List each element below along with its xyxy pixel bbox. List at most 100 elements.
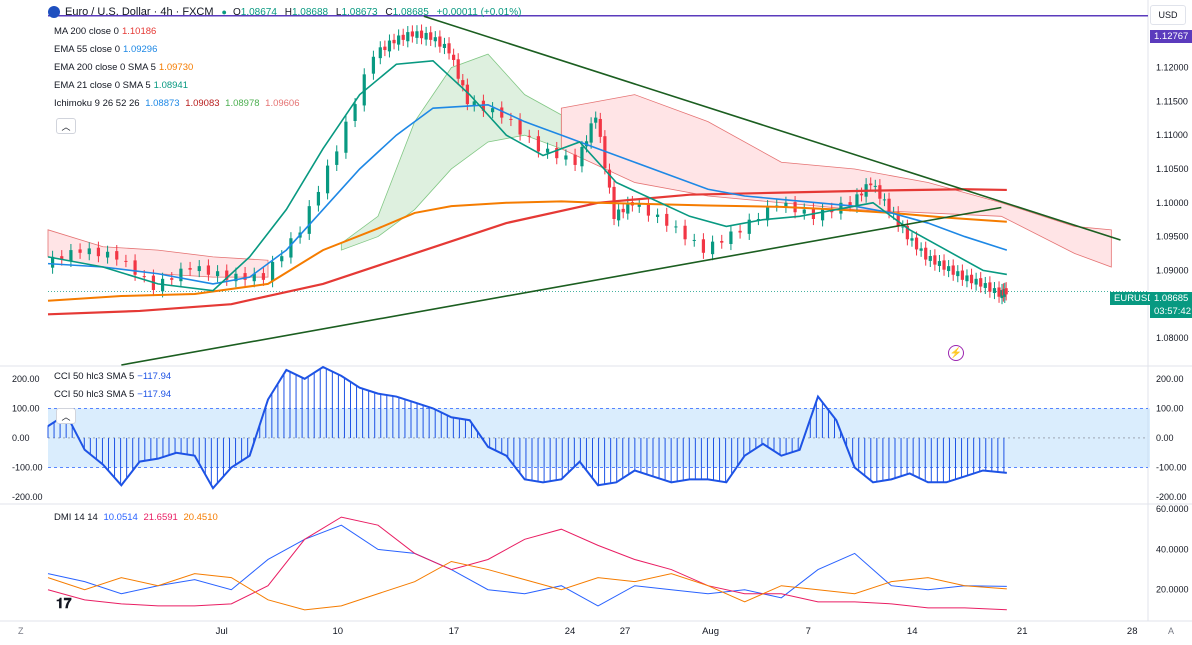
candle-body (509, 118, 513, 120)
candle-body (960, 270, 964, 280)
symbol-tag: EURUSD (1110, 292, 1154, 305)
cci-tick-label: 100.00 (1156, 403, 1184, 413)
legend-dmi[interactable]: DMI 14 14 10.0514 21.6591 20.4510 (54, 512, 218, 523)
ohlc-values: O1.08674 H1.08688 L1.08673 C1.08685 +0.0… (232, 6, 522, 18)
time-tick-label: Aug (702, 626, 719, 637)
candle-body (243, 273, 247, 280)
candle-body (979, 278, 983, 287)
dmi-tick-label: 20.0000 (1156, 585, 1189, 595)
candle-body (392, 39, 396, 44)
price-tick-label: 1.08000 (1156, 333, 1189, 343)
candle-body (1004, 288, 1008, 295)
candle-body (878, 185, 882, 199)
candle-body (992, 288, 997, 294)
price-tick-label: 1.11000 (1156, 130, 1188, 140)
time-tick-label: 17 (449, 626, 460, 637)
legend-ichimoku[interactable]: Ichimoku 9 26 52 26 1.08873 1.09083 1.08… (54, 98, 300, 109)
candle-body (316, 191, 321, 206)
candle-body (87, 248, 91, 255)
candle-body (974, 278, 978, 285)
candle-body (720, 240, 724, 243)
candle-body (429, 32, 433, 40)
candle-body (914, 237, 919, 250)
candle-body (626, 202, 630, 214)
candle-body (96, 247, 101, 257)
candle-body (729, 231, 733, 245)
candle-body (410, 31, 414, 37)
candle-body (50, 256, 55, 268)
cci-tick-label-left: 100.00 (12, 403, 40, 413)
candle-body (580, 147, 584, 167)
candle-body (527, 135, 531, 137)
candle-body (589, 123, 593, 143)
candle-body (882, 199, 887, 201)
time-tick-label: 24 (565, 626, 576, 637)
legend-cci-1[interactable]: CCI 50 hlc3 SMA 5 −117.94 (54, 371, 172, 382)
candle-body (378, 47, 382, 59)
lightning-icon[interactable]: ⚡ (948, 345, 964, 361)
candle-body (438, 36, 442, 47)
candle-body (325, 165, 330, 194)
collapse-legend-button[interactable]: ︿ (56, 118, 76, 134)
candle-body (988, 282, 992, 292)
price-tick-label: 1.09500 (1156, 232, 1189, 242)
candle-body (756, 219, 761, 220)
candle-body (289, 238, 293, 258)
candle-body (942, 260, 946, 270)
candle-body (997, 287, 1001, 297)
candle-body (665, 213, 669, 226)
dmi-tick-label: 40.0000 (1156, 544, 1189, 554)
candle-body (461, 80, 465, 86)
candle-body (607, 169, 612, 188)
cci-tick-label: -200.00 (1156, 492, 1187, 502)
symbol-title[interactable]: Euro / U.S. Dollar · 4h · FXCM (65, 6, 214, 18)
candle-body (401, 34, 405, 40)
market-status-icon: ● (221, 7, 227, 17)
auto-scale-icon[interactable]: A (1168, 626, 1175, 636)
legend-ma200[interactable]: MA 200 close 0 1.10186 (54, 26, 157, 37)
candle-body (784, 202, 788, 207)
time-tick-label: 21 (1017, 626, 1028, 637)
time-tick-label: 10 (332, 626, 343, 637)
collapse-cci-button[interactable]: ︿ (56, 408, 76, 424)
countdown-tag: 03:57:42 (1150, 305, 1192, 318)
candle-body (969, 274, 974, 284)
series-line-ema-200 (47, 200, 1007, 302)
candle-body (60, 256, 64, 260)
candle-body (905, 225, 909, 240)
candle-body (564, 155, 568, 160)
candle-body (855, 194, 859, 207)
legend-ema200[interactable]: EMA 200 close 0 SMA 5 1.09730 (54, 62, 194, 73)
candle-body (965, 275, 969, 282)
currency-flag-icon (48, 6, 60, 18)
legend-cci-2[interactable]: CCI 50 hlc3 SMA 5 −117.94 (54, 389, 172, 400)
price-tick-label: 1.10500 (1156, 164, 1189, 174)
timezone-z-icon[interactable]: Z (18, 626, 24, 636)
candle-body (415, 31, 419, 38)
candle-body (261, 273, 266, 280)
candle-body (738, 230, 742, 233)
legend-ema55[interactable]: EMA 55 close 0 1.09296 (54, 44, 158, 55)
dmi-tick-label: 60.0000 (1156, 504, 1189, 514)
candle-body (442, 43, 447, 48)
candle-body (383, 46, 387, 51)
dmi-line-di (47, 524, 1007, 607)
currency-button[interactable]: USD (1150, 5, 1186, 25)
candle-body (536, 136, 541, 152)
candle-body (701, 239, 706, 253)
candle-body (646, 203, 651, 216)
candle-body (105, 251, 110, 258)
legend-ema21[interactable]: EMA 21 close 0 SMA 5 1.08941 (54, 80, 188, 91)
price-tick-label: 1.12000 (1156, 63, 1189, 73)
candle-body (947, 266, 951, 272)
time-tick-label: 14 (907, 626, 918, 637)
time-tick-label: Jul (216, 626, 228, 637)
candle-body (859, 193, 864, 196)
candle-body (206, 265, 211, 275)
candle-body (887, 198, 891, 213)
candle-body (142, 276, 146, 278)
candle-body (472, 101, 476, 106)
candle-body (956, 271, 960, 277)
candle-body (197, 266, 201, 272)
candle-body (848, 202, 852, 206)
